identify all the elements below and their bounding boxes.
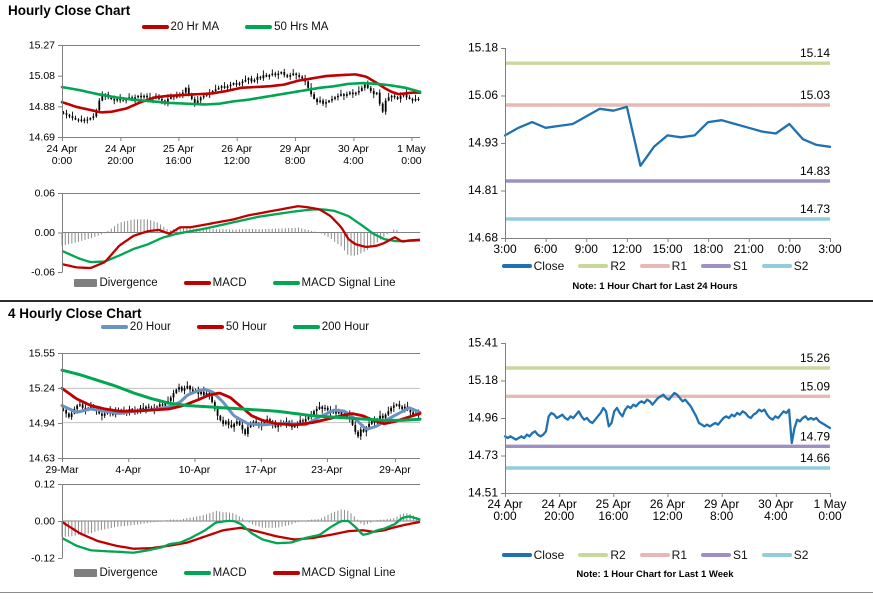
legend-swatch (196, 325, 224, 329)
legend-swatch (74, 279, 98, 287)
four-hourly-macd-legend: Divergence MACD MACD Signal Line (40, 567, 430, 579)
legend-item: Divergence (74, 567, 158, 579)
legend-swatch (761, 264, 792, 268)
hourly-pivot-note: Note: 1 Hour Chart for Last 24 Hours (572, 281, 738, 292)
legend-item: R1 (639, 259, 687, 273)
legend-swatch (501, 553, 532, 557)
legend-swatch (701, 264, 731, 268)
legend-label: MACD Signal Line (301, 277, 396, 289)
legend-item: MACD Signal Line (272, 567, 396, 579)
legend-swatch (639, 264, 670, 268)
bottom-divider (0, 592, 873, 593)
legend-swatch (183, 571, 211, 575)
legend-label: 50 Hrs MA (274, 21, 329, 33)
legend-item: R2 (578, 259, 626, 273)
legend-item: Divergence (74, 277, 158, 289)
legend-label: R1 (671, 548, 687, 562)
legend-label: Divergence (99, 277, 158, 289)
legend-swatch (183, 281, 211, 285)
legend-label: S2 (793, 259, 809, 273)
hourly-section-title: Hourly Close Chart (8, 3, 131, 18)
legend-swatch (761, 553, 792, 557)
legend-swatch (578, 553, 609, 557)
legend-swatch (272, 571, 300, 575)
legend-label: MACD Signal Line (301, 567, 396, 579)
four-hourly-section-title: 4 Hourly Close Chart (8, 306, 142, 321)
legend-item: 20 Hour (100, 321, 171, 333)
legend-swatch (74, 569, 98, 577)
four-hourly-pivot-legend: Close R2 R1 S1 S2 (440, 548, 870, 562)
legend-item: 200 Hour (292, 321, 370, 333)
legend-item: MACD (183, 277, 247, 289)
legend-swatch (639, 553, 670, 557)
legend-label: MACD (212, 277, 247, 289)
hourly-macd-chart-canvas (0, 185, 430, 277)
four-hourly-macd-chart-canvas (0, 477, 430, 567)
legend-label: R2 (610, 548, 626, 562)
legend-label: MACD (212, 567, 247, 579)
four-hourly-price-chart-canvas (0, 345, 430, 477)
legend-label: 50 Hour (225, 321, 267, 333)
legend-item: 50 Hour (196, 321, 267, 333)
legend-item: Close (501, 548, 565, 562)
legend-swatch (292, 325, 320, 329)
legend-item: MACD Signal Line (272, 277, 396, 289)
legend-label: 20 Hour (129, 321, 171, 333)
legend-label: 20 Hr MA (170, 21, 220, 33)
legend-item: 50 Hrs MA (245, 21, 328, 33)
legend-item: R2 (578, 548, 626, 562)
legend-swatch (141, 25, 169, 29)
legend-item: S2 (761, 259, 809, 273)
legend-label: Divergence (99, 567, 158, 579)
legend-label: R2 (610, 259, 626, 273)
hourly-macd-legend: Divergence MACD MACD Signal Line (40, 277, 430, 289)
legend-label: S2 (793, 548, 809, 562)
legend-label: S1 (733, 548, 748, 562)
section-divider (0, 300, 873, 302)
legend-item: S1 (701, 259, 748, 273)
legend-item: 20 Hr MA (141, 21, 220, 33)
legend-label: 200 Hour (321, 321, 370, 333)
legend-label: Close (533, 259, 565, 273)
legend-swatch (272, 281, 300, 285)
legend-label: R1 (671, 259, 687, 273)
legend-swatch (501, 264, 532, 268)
legend-item: MACD (183, 567, 247, 579)
legend-swatch (701, 553, 731, 557)
hourly-ma-legend: 20 Hr MA 50 Hrs MA (40, 21, 430, 33)
four-hourly-pivot-note: Note: 1 Hour Chart for Last 1 Week (576, 569, 734, 580)
legend-label: Close (533, 548, 565, 562)
legend-label: S1 (733, 259, 748, 273)
hourly-pivot-legend: Close R2 R1 S1 S2 (440, 259, 870, 273)
legend-item: R1 (639, 548, 687, 562)
legend-item: S2 (761, 548, 809, 562)
legend-swatch (245, 25, 273, 29)
hourly-price-chart-canvas (0, 38, 430, 170)
four-hourly-pivot-chart-canvas (436, 336, 873, 544)
hourly-pivot-chart-canvas (436, 36, 873, 260)
legend-item: S1 (701, 548, 748, 562)
legend-swatch (100, 325, 128, 329)
legend-swatch (578, 264, 609, 268)
legend-item: Close (501, 259, 565, 273)
four-hourly-ma-legend: 20 Hour 50 Hour 200 Hour (40, 321, 430, 333)
